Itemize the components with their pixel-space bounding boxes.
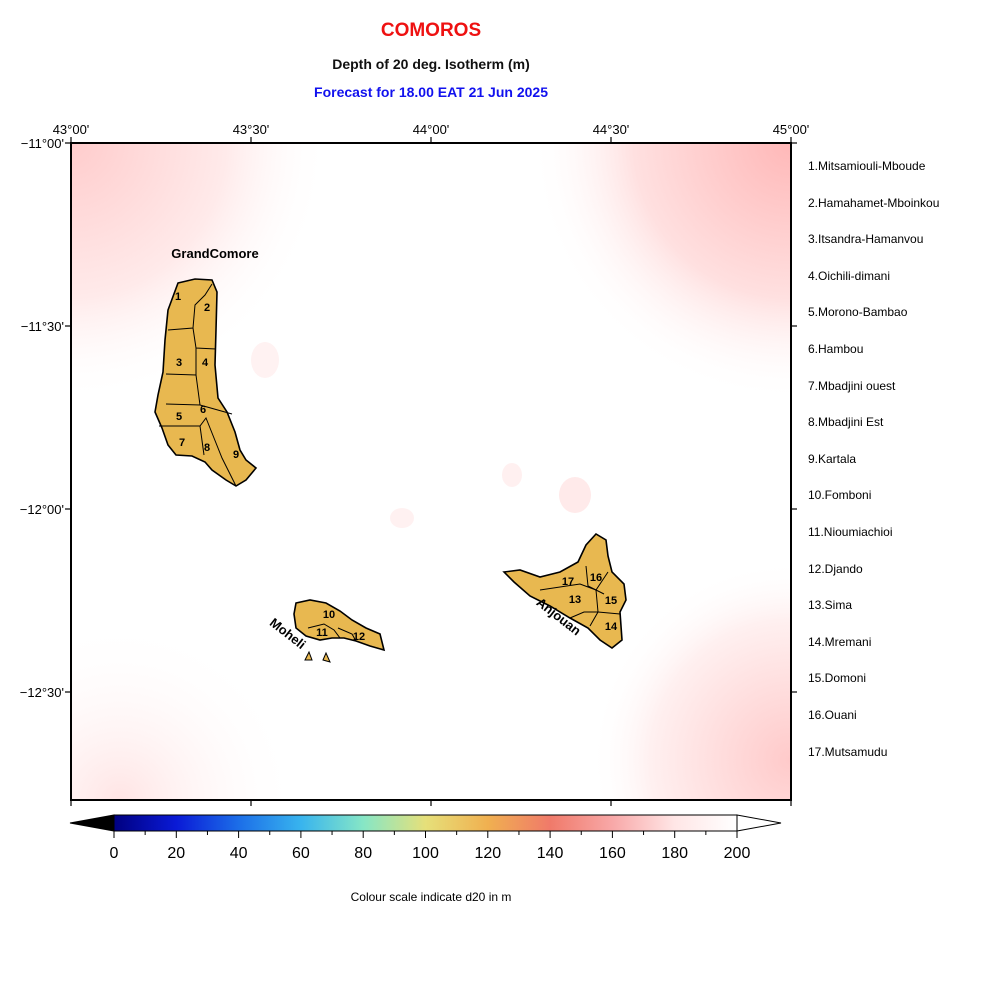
district-legend-item: 13.Sima	[808, 598, 853, 613]
district-number: 5	[176, 411, 182, 423]
colorbar-caption: Colour scale indicate d20 in m	[350, 890, 512, 904]
colorbar-tick-label: 180	[661, 845, 688, 862]
district-number: 7	[179, 437, 185, 449]
district-legend-item: 2.Hamahamet-Mboinkou	[808, 195, 940, 210]
colorbar-under-arrow	[69, 814, 115, 832]
district-legend-item: 5.Morono-Bambao	[808, 305, 908, 320]
district-number: 8	[204, 442, 210, 454]
latitude-tick-label: −12°00'	[20, 502, 64, 517]
district-number: 9	[233, 449, 239, 461]
colorbar-tick-label: 200	[724, 845, 751, 862]
colorbar-tick-label: 40	[230, 845, 248, 862]
map-subtitle: Depth of 20 deg. Isotherm (m)	[332, 56, 530, 72]
district-legend-item: 6.Hambou	[808, 341, 864, 356]
grand-comore-district-borders	[159, 283, 237, 487]
district-number: 2	[204, 302, 210, 314]
colorbar: 0 20 40 60 80 100 120 140 160 180 200	[69, 814, 782, 862]
district-number: 11	[316, 627, 328, 639]
colorbar-tick-label: 0	[110, 845, 119, 862]
colorbar-tick-label: 120	[474, 845, 501, 862]
district-legend-item: 3.Itsandra-Hamanvou	[808, 232, 924, 247]
district-legend-item: 1.Mitsamiouli-Mboude	[808, 159, 926, 173]
district-number: 13	[569, 594, 581, 606]
grand-comore-island	[154, 278, 258, 487]
colorbar-tick-marks	[113, 831, 738, 838]
longitude-tick-label: 44°30'	[593, 122, 630, 137]
district-legend-item: 12.Djando	[808, 561, 863, 576]
district-number: 15	[605, 595, 617, 607]
district-number: 3	[176, 357, 182, 369]
island-label-grandcomore: GrandComore	[171, 246, 258, 261]
district-number: 1	[175, 291, 181, 303]
district-legend-item: 14.Mremani	[808, 634, 872, 649]
district-legend-item: 7.Mbadjini ouest	[808, 378, 896, 393]
moheli-outline	[293, 599, 386, 652]
longitude-labels: 43°00' 43°30' 44°00' 44°30' 45°00'	[53, 122, 810, 137]
latitude-labels: −11°00' −11°30' −12°00' −12°30'	[20, 136, 64, 700]
moheli-island	[293, 599, 386, 663]
forecast-time: Forecast for 18.00 EAT 21 Jun 2025	[314, 84, 548, 100]
district-legend-item: 9.Kartala	[808, 451, 857, 466]
district-number: 4	[202, 357, 209, 369]
latitude-tick-label: −12°30'	[20, 685, 64, 700]
colorbar-tick-labels: 0 20 40 60 80 100 120 140 160 180 200	[110, 845, 751, 862]
colorbar-bar	[113, 814, 738, 832]
district-legend-item: 16.Ouani	[808, 707, 857, 722]
axis-tick-marks	[65, 137, 797, 806]
latitude-tick-label: −11°30'	[21, 319, 64, 334]
colorbar-tick-label: 80	[354, 845, 372, 862]
anjouan-outline	[502, 532, 627, 649]
map-title: COMOROS	[380, 20, 482, 41]
colorbar-tick-label: 100	[412, 845, 439, 862]
moheli-islets	[304, 650, 331, 663]
d20-field	[71, 143, 791, 800]
district-legend: 1.Mitsamiouli-Mboude 2.Hamahamet-Mboinkou…	[808, 158, 939, 780]
colorbar-tick-label: 60	[292, 845, 310, 862]
colorbar-tick-label: 160	[599, 845, 626, 862]
district-number: 17	[562, 576, 574, 588]
longitude-tick-label: 43°00'	[53, 122, 90, 137]
moheli-district-borders	[307, 623, 357, 642]
colorbar-tick-label: 20	[167, 845, 185, 862]
district-legend-item: 15.Domoni	[808, 671, 867, 686]
district-number: 12	[353, 631, 365, 643]
district-number: 16	[590, 572, 602, 584]
longitude-tick-label: 44°00'	[413, 122, 450, 137]
district-legend-item: 8.Mbadjini Est	[808, 415, 884, 430]
district-legend-item: 11.Nioumiachioi	[808, 524, 893, 539]
district-legend-item: 4.Oichili-dimani	[808, 268, 891, 283]
latitude-tick-label: −11°00'	[21, 136, 64, 151]
district-number: 10	[323, 609, 335, 621]
colorbar-tick-label: 140	[537, 845, 564, 862]
anjouan-district-borders	[539, 565, 621, 627]
district-number: 14	[605, 621, 618, 633]
district-legend-item: 17.Mutsamudu	[808, 744, 888, 759]
colorbar-over-arrow	[736, 814, 782, 832]
district-number: 6	[200, 404, 206, 416]
anjouan-island	[502, 532, 627, 649]
longitude-tick-label: 43°30'	[233, 122, 270, 137]
district-legend-item: 10.Fomboni	[808, 488, 872, 503]
longitude-tick-label: 45°00'	[773, 122, 810, 137]
